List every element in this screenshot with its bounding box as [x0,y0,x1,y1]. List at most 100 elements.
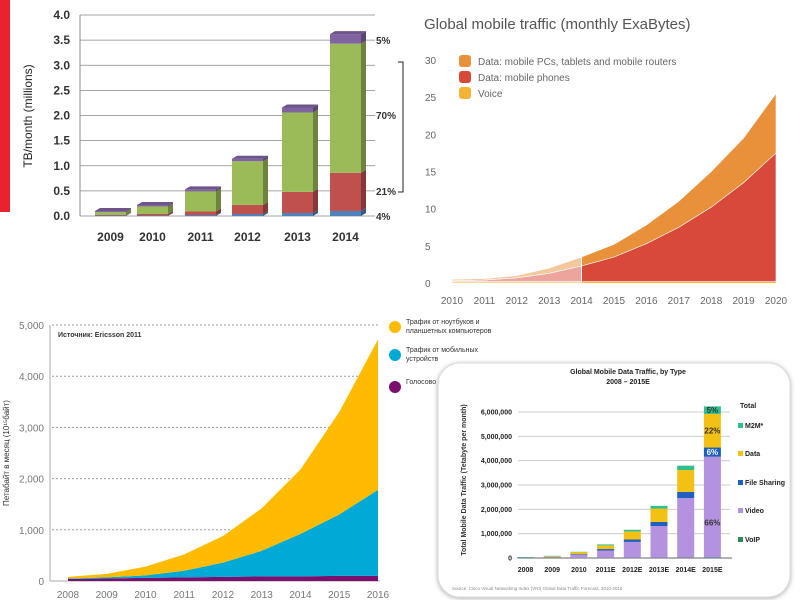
legend-swatch [738,423,743,428]
y-tick-label: 4.0 [53,8,70,22]
legend-label: VoIP [745,537,760,544]
x-tick-label: 2016 [635,296,658,307]
x-tick-label: 2012 [212,590,235,600]
chart-subtitle: 2008 – 2015E [606,379,650,386]
x-tick-label: 2011 [173,590,195,600]
x-tick-label: 2013 [538,296,561,307]
bracket [398,61,404,193]
bar-segment [282,112,313,192]
legend-swatch [389,349,401,361]
bar-segment [703,413,721,448]
x-tick-label: 2010 [134,590,157,600]
bar-top [330,31,366,35]
chart-cisco-traffic-by-type: Global Mobile Data Traffic, by Type 2008… [437,362,791,598]
y-tick-label: 1,000,000 [481,531,512,538]
bar-side [216,211,221,216]
bar-side [313,188,318,213]
x-tick-label: 2020 [765,296,788,307]
x-tick-label: 2010 [441,296,464,307]
bar-percent-label: 22% [704,427,720,436]
y-tick-label: 5 [425,242,431,253]
bar-side [361,207,366,216]
legend-swatch [738,480,743,485]
bar-segment [95,211,126,215]
bar-segment [95,215,126,216]
legend-swatch [389,321,401,333]
y-tick-label: 3.5 [53,33,70,47]
bar-percent-label: 5% [707,406,719,415]
chart-ericsson-traffic: Петабайт в месяц (10¹⁵байт) 0 1,000 2,000 3… [2,318,492,600]
bar-percent-label: 66% [704,518,720,527]
legend-swatch [738,537,743,542]
bar-segment [570,554,588,555]
bar-segment [185,191,216,212]
legend-label: Data [745,451,760,458]
bar-top [282,104,318,108]
y-tick-label: 0 [425,279,431,290]
chart-title: Global mobile traffic (monthly ExaBytes) [424,16,691,33]
bar-percent-label: 6% [707,448,719,457]
bar-segment [703,406,721,414]
x-tick-label: 2017 [668,296,691,307]
x-tick-label: 2008 [518,567,534,574]
bar-top [185,186,221,190]
bar-segment [232,161,263,205]
bar-side [126,207,131,212]
source-note: Source: Cisco Visual Networking Index (V… [452,586,623,591]
y-tick-label: 0 [508,556,512,563]
x-tick-label: 2016 [367,590,390,600]
bar-segment [330,210,361,216]
y-tick-label: 25 [425,93,437,104]
bar-segment [623,529,641,532]
bar-side [126,212,131,216]
x-tick-label: 2014 [332,230,359,244]
x-tick-label: 2014E [676,567,697,574]
area-forecast [581,92,777,267]
y-tick-label: 0.5 [53,184,70,198]
y-tick-label: 1,000 [19,526,44,537]
legend-swatch [459,87,471,99]
y-axis-label: TB/month (millions) [21,64,35,167]
bar-segment [650,508,668,522]
bar-segment [623,539,641,542]
y-tick-label: 10 [425,205,437,216]
bar-segment [232,204,263,214]
x-tick-label: 2014 [289,590,312,600]
legend-swatch [738,451,743,456]
y-tick-label: 2.0 [53,109,70,123]
legend-label: Голосово [406,379,436,386]
bar-side [216,188,221,212]
y-tick-label: 3,000 [19,423,44,434]
bar-segment [570,554,588,558]
bar-segment [677,498,695,558]
bar-segment [543,557,561,558]
bar-side [361,31,366,44]
x-tick-label: 2012 [506,296,529,307]
bar-top [95,207,131,211]
bar-segment [330,43,361,173]
legend-label: Трафик от мобильных устройств [406,346,478,363]
bar-segment [623,541,641,558]
y-tick-label: 6,000,000 [481,410,512,417]
area-series [68,575,378,581]
bar-segment [137,213,168,216]
chart-tb-per-month: TB/month (millions) 0.0 0.5 1.0 1.5 2.0 2.5 3.… [0,0,404,244]
x-tick-label: 2013 [251,590,274,600]
y-tick-label: 30 [425,56,437,67]
bar-side [168,203,173,214]
bar-segment [330,172,361,211]
bar-segment [623,531,641,540]
legend-swatch [389,381,401,393]
bar-segment [597,545,615,550]
y-tick-label: 4,000,000 [481,458,512,465]
chart-global-mobile-traffic: Global mobile traffic (monthly ExaBytes)… [424,16,788,307]
x-tick-label: 2012E [622,567,643,574]
bar-segment [282,107,313,113]
y-axis-label: Петабайт в месяц (10¹⁵байт) [2,400,11,506]
share-label: 21% [376,187,396,198]
x-tick-label: 2009 [544,567,560,574]
legend-swatch [459,71,471,83]
legend-swatch [738,508,743,513]
x-tick-label: 2013E [649,567,670,574]
bar-side [216,208,221,215]
